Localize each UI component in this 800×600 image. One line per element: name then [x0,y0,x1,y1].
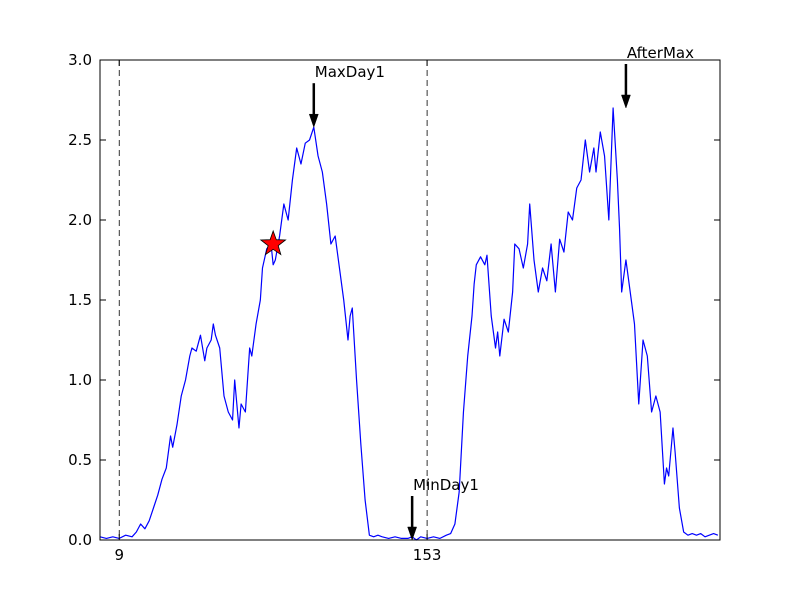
xtick-label-0: 9 [114,546,124,564]
annotation-label-0: MaxDay1 [315,63,385,81]
ytick-label-1: 0.5 [68,451,92,469]
star-marker [259,229,287,256]
annotation-arrow-head-1 [407,526,417,541]
ytick-label-6: 3.0 [68,51,92,69]
annotation-label-2: AfterMax [627,44,694,62]
annotation-label-1: MinDay1 [413,476,479,494]
ytick-label-4: 2.0 [68,211,92,229]
axes: 0.0 0.5 1.0 1.5 2.0 2.5 3.0 9 153 [68,51,720,564]
plot-area [99,60,719,541]
ytick-label-0: 0.0 [68,531,92,549]
annotation-arrow-head-2 [621,94,631,109]
xtick-label-1: 153 [413,546,442,564]
ytick-label-5: 2.5 [68,131,92,149]
annotation-arrow-head-0 [308,113,319,128]
ytick-label-2: 1.0 [68,371,92,389]
annotations: MaxDay1 MinDay1 AfterMax [308,44,694,541]
ytick-label-3: 1.5 [68,291,92,309]
series-line-0 [99,107,719,541]
